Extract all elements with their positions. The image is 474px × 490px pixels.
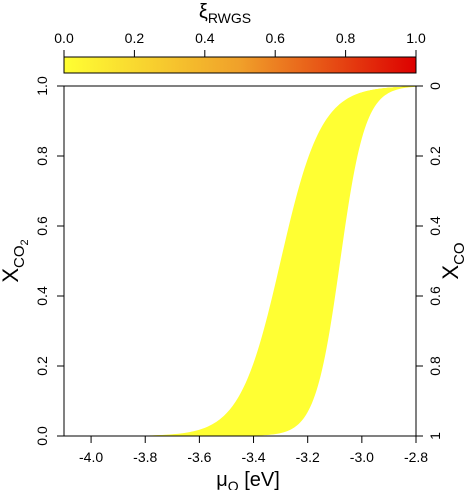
y-axis-left-title-subsub: 2 <box>19 239 31 245</box>
y-axis-right-title: XCO <box>438 242 468 279</box>
colorbar-tick-label: 0.0 <box>54 30 74 46</box>
y-right-tick-label: 0.6 <box>427 286 443 306</box>
y-left-tick-label: 0.2 <box>34 356 50 376</box>
x-tick-label: -3.2 <box>296 449 320 465</box>
y-axis-right: 1 0.8 0.6 0.4 0.2 0 <box>416 82 443 440</box>
y-left-tick-label: 0.0 <box>34 426 50 446</box>
y-axis-right-title-main: X <box>438 265 463 280</box>
colorbar-tick-label: 1.0 <box>406 30 426 46</box>
y-right-tick-label: 0.2 <box>427 146 443 166</box>
colorbar-tick-label: 0.4 <box>195 30 215 46</box>
x-tick-label: -4.0 <box>79 449 103 465</box>
colorbar-title: ξRWGS <box>199 1 251 26</box>
y-axis-right-title-sub: CO <box>451 242 468 265</box>
curve-band <box>64 86 416 436</box>
y-left-tick-label: 1.0 <box>34 76 50 96</box>
curve-band-mask <box>64 86 416 436</box>
x-axis-title-sub: O <box>228 478 239 490</box>
x-tick-label: -3.6 <box>187 449 211 465</box>
y-left-tick-label: 0.4 <box>34 286 50 306</box>
x-axis: -4.0 -3.8 -3.6 -3.4 -3.2 -3.0 -2.8 <box>79 436 428 465</box>
colorbar-axis: 0.0 0.2 0.4 0.6 0.8 1.0 <box>54 30 426 57</box>
y-axis-left: 0.0 0.2 0.4 0.6 0.8 1.0 <box>34 76 64 446</box>
y-right-tick-label: 1 <box>427 432 443 440</box>
x-tick-label: -2.8 <box>404 449 428 465</box>
colorbar-tick-label: 0.2 <box>125 30 145 46</box>
y-left-tick-label: 0.8 <box>34 146 50 166</box>
x-tick-label: -3.4 <box>241 449 265 465</box>
y-axis-left-title: XCO2 <box>0 239 31 282</box>
x-tick-label: -3.0 <box>350 449 374 465</box>
y-right-tick-label: 0.8 <box>427 356 443 376</box>
x-axis-title: μO [eV] <box>216 469 280 490</box>
y-left-tick-label: 0.6 <box>34 216 50 236</box>
x-axis-title-unit: [eV] <box>239 469 280 490</box>
y-right-tick-label: 0 <box>427 82 443 90</box>
colorbar-title-main: ξ <box>199 1 208 23</box>
x-axis-title-main: μ <box>216 469 228 490</box>
colorbar <box>63 56 417 74</box>
y-axis-left-title-main: X <box>0 268 23 283</box>
y-right-tick-label: 0.4 <box>427 216 443 236</box>
colorbar-title-sub: RWGS <box>208 10 251 26</box>
colorbar-tick-label: 0.8 <box>336 30 356 46</box>
colorbar-tick-label: 0.6 <box>265 30 285 46</box>
y-axis-left-title-sub: CO <box>11 245 28 268</box>
plot-frame <box>63 85 417 437</box>
x-tick-label: -3.8 <box>133 449 157 465</box>
